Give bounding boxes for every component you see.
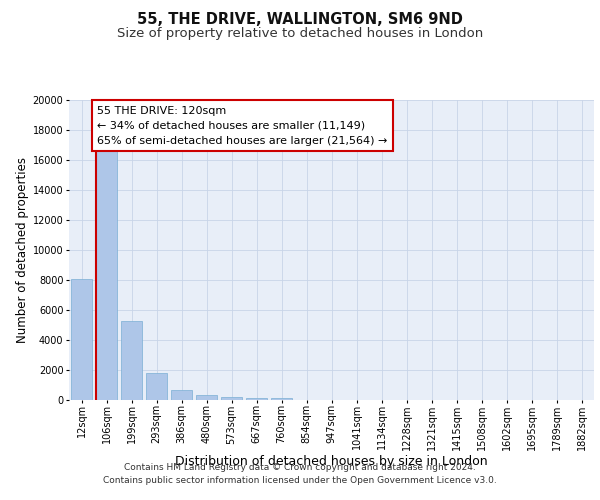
Bar [171, 390, 192, 400]
Bar [71, 278, 92, 400]
Bar [146, 373, 167, 400]
Bar [96, 151, 117, 400]
Bar [221, 397, 242, 400]
Y-axis label: Number of detached properties: Number of detached properties [16, 157, 29, 343]
Bar [121, 320, 142, 400]
Text: Contains HM Land Registry data © Crown copyright and database right 2024.: Contains HM Land Registry data © Crown c… [124, 464, 476, 472]
X-axis label: Distribution of detached houses by size in London: Distribution of detached houses by size … [175, 455, 488, 468]
Bar [246, 398, 267, 400]
Text: Size of property relative to detached houses in London: Size of property relative to detached ho… [117, 28, 483, 40]
Bar [196, 395, 217, 400]
Text: 55 THE DRIVE: 120sqm
← 34% of detached houses are smaller (11,149)
65% of semi-d: 55 THE DRIVE: 120sqm ← 34% of detached h… [97, 106, 388, 146]
Text: 55, THE DRIVE, WALLINGTON, SM6 9ND: 55, THE DRIVE, WALLINGTON, SM6 9ND [137, 12, 463, 28]
Text: Contains public sector information licensed under the Open Government Licence v3: Contains public sector information licen… [103, 476, 497, 485]
Bar [271, 398, 292, 400]
